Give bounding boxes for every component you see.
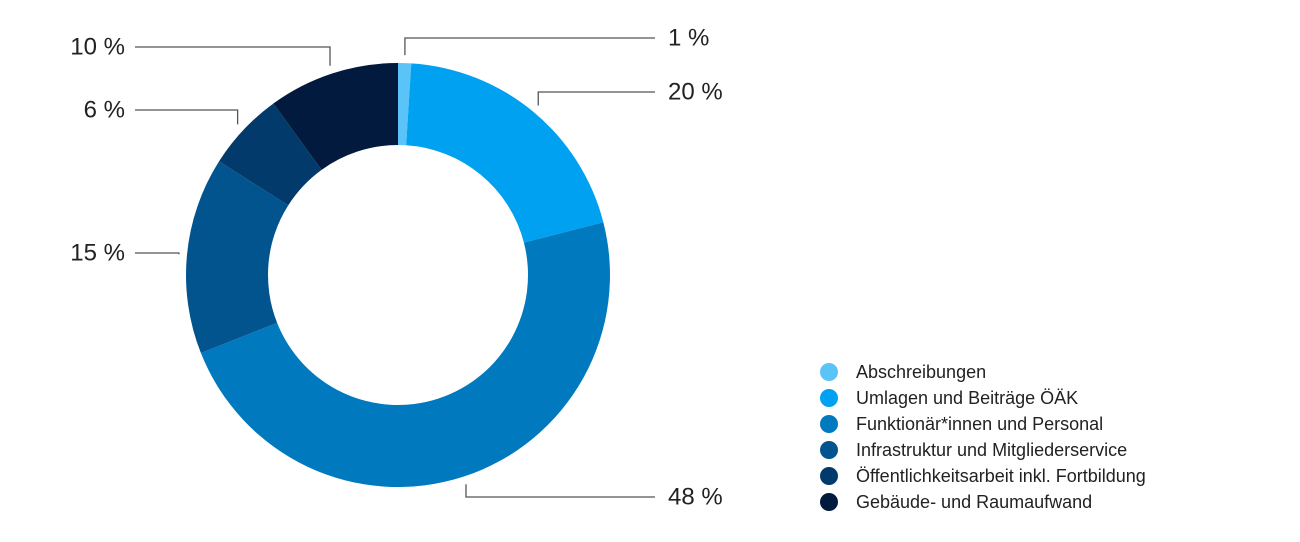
- value-label: 48 %: [668, 483, 723, 510]
- value-label: 15 %: [70, 239, 125, 266]
- legend-marker: [820, 493, 838, 511]
- legend-label: Gebäude- und Raumaufwand: [856, 492, 1092, 512]
- legend-label: Umlagen und Beiträge ÖÄK: [856, 388, 1078, 408]
- legend-marker: [820, 441, 838, 459]
- legend-label: Öffentlichkeitsarbeit inkl. Fortbildung: [856, 466, 1146, 486]
- legend-marker: [820, 467, 838, 485]
- legend-marker: [820, 415, 838, 433]
- donut-slice: [200, 222, 611, 488]
- leader-line: [465, 484, 655, 498]
- legend-label: Funktionär*innen und Personal: [856, 414, 1103, 434]
- value-label: 20 %: [668, 78, 723, 105]
- donut-slice: [219, 103, 322, 206]
- legend-marker: [820, 363, 838, 381]
- donut-slice: [398, 63, 412, 146]
- leader-line: [404, 37, 655, 56]
- donut-slice: [406, 63, 604, 243]
- legend-marker: [820, 389, 838, 407]
- donut-slice: [273, 63, 398, 170]
- value-label: 10 %: [70, 33, 125, 60]
- legend-label: Abschreibungen: [856, 362, 986, 382]
- value-label: 6 %: [84, 96, 125, 123]
- leader-line: [135, 109, 239, 125]
- legend-label: Infrastruktur und Mitgliederservice: [856, 440, 1127, 460]
- value-label: 1 %: [668, 24, 709, 51]
- donut-slice: [186, 161, 289, 354]
- leader-line: [135, 46, 331, 66]
- leader-line: [537, 91, 655, 106]
- leader-line: [135, 252, 180, 255]
